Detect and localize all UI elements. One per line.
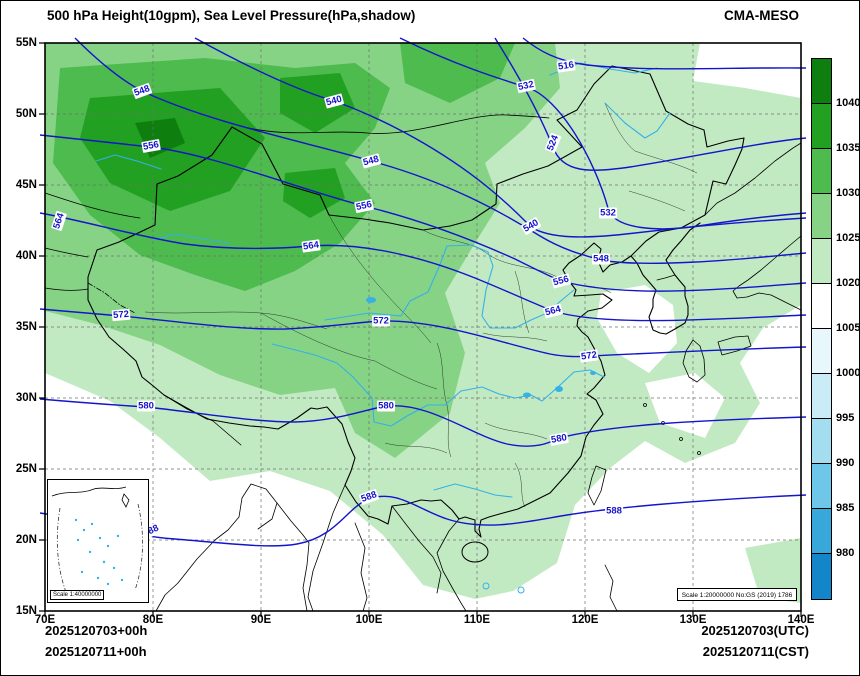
inset-scale-label: Scale 1:40000000 <box>50 590 105 600</box>
colorbar-segment <box>812 59 831 104</box>
x-tick-label: 140E <box>787 614 815 626</box>
colorbar-segment <box>812 194 831 239</box>
map-graphic <box>39 37 807 617</box>
colorbar-tick-label: 1000 <box>836 367 860 379</box>
x-tick-label: 100E <box>355 614 383 626</box>
colorbar-segment <box>812 374 831 419</box>
axis-frame <box>39 42 802 617</box>
colorbar-tick-label: 985 <box>836 502 855 514</box>
contour-564 <box>39 212 807 322</box>
x-tick-label: 110E <box>463 614 491 626</box>
y-axis: 55N 50N 45N 40N 35N 30N 25N 20N 15N <box>3 37 41 617</box>
colorbar-tick-label: 990 <box>836 457 855 469</box>
y-tick-label: 55N <box>15 37 37 49</box>
y-tick-label: 30N <box>15 392 37 404</box>
y-tick-label: 35N <box>15 321 37 333</box>
y-tick-label: 25N <box>15 463 37 475</box>
y-tick-label: 20N <box>15 534 37 546</box>
colorbar-segments <box>811 58 832 600</box>
y-tick-label: 40N <box>15 250 37 262</box>
y-tick-label: 50N <box>15 108 37 120</box>
colorbar-tick-label: 1030 <box>836 187 860 199</box>
map-area: 516 548 540 532 524 556 548 556 564 532 540 564 548 5… <box>39 37 807 617</box>
colorbar-tick-label: 1020 <box>836 277 860 289</box>
colorbar-segment <box>812 419 831 464</box>
coastlines-borders <box>44 65 802 612</box>
footer-valid-cst: 2025120711(CST) <box>702 644 809 659</box>
x-tick-label: 130E <box>679 614 707 626</box>
colorbar-segment <box>812 509 831 554</box>
colorbar-tick-label: 1035 <box>836 142 860 154</box>
y-tick-label: 15N <box>15 605 37 617</box>
footer-init-utc: 2025120703+00h <box>45 623 148 638</box>
gridlines <box>45 43 801 611</box>
island-dots <box>74 518 124 586</box>
colorbar-tick-label: 1040 <box>836 97 860 109</box>
colorbar-segment <box>812 554 831 599</box>
colorbar-segment <box>812 329 831 374</box>
x-tick-label: 90E <box>250 614 272 626</box>
y-tick-label: 45N <box>15 179 37 191</box>
model-label: CMA-MESO <box>724 8 799 23</box>
x-tick-label: 120E <box>571 614 599 626</box>
contour-540 <box>194 37 807 238</box>
colorbar-tick-label: 1005 <box>836 322 860 334</box>
footer-init-cst: 2025120711+00h <box>45 644 147 659</box>
colorbar-segment <box>812 284 831 329</box>
inset-map: Scale 1:40000000 <box>47 479 149 603</box>
colorbar-segment <box>812 149 831 194</box>
colorbar: 1040 1035 1030 1025 1020 1005 1000 995 990 985 980 <box>811 58 860 603</box>
footer-valid-utc: 2025120703(UTC) <box>701 623 809 638</box>
pressure-shading <box>45 43 801 603</box>
x-tick-label: 80E <box>142 614 164 626</box>
colorbar-segment <box>812 239 831 284</box>
colorbar-tick-label: 1025 <box>836 232 860 244</box>
x-tick-label: 70E <box>34 614 56 626</box>
colorbar-tick-label: 980 <box>836 547 855 559</box>
inset-map-graphic <box>51 486 143 593</box>
contour-516 <box>522 37 807 70</box>
colorbar-tick-label: 995 <box>836 412 855 424</box>
page-title: 500 hPa Height(10gpm), Sea Level Pressur… <box>47 8 416 23</box>
contour-532 <box>399 37 807 230</box>
colorbar-segment <box>812 464 831 509</box>
colorbar-segment <box>812 104 831 149</box>
x-axis: 70E 80E 90E 100E 110E 120E 130E 140E <box>35 614 815 630</box>
contour-524 <box>494 37 807 171</box>
map-scale-label: Scale 1:20000000 No:GS (2019) 1786 <box>677 588 797 601</box>
